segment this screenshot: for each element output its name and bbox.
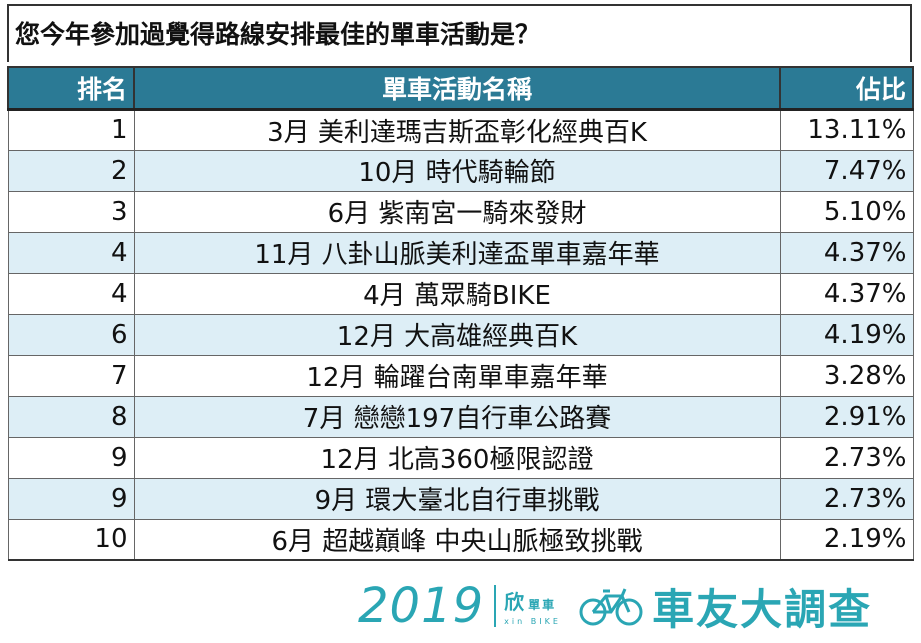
percentage-cell: 7.47% — [779, 149, 914, 192]
activity-name-cell: 6月 超越巔峰 中央山脈極致挑戰 — [133, 518, 781, 561]
column-header-name: 單車活動名稱 — [133, 66, 781, 111]
ranking-table: 排名 單車活動名稱 佔比 1 3月 美利達瑪吉斯盃彰化經典百K 13.11% 2 10月… — [7, 66, 914, 561]
rank-cell: 4 — [7, 231, 135, 274]
column-header-rank: 排名 — [7, 66, 135, 111]
percentage-cell: 2.91% — [779, 395, 914, 438]
rank-cell: 4 — [7, 272, 135, 315]
table-row: 6 12月 大高雄經典百K 4.19% — [7, 313, 914, 356]
brand-logo-word: 單車 — [528, 598, 557, 612]
activity-name-cell: 7月 戀戀197自行車公路賽 — [133, 395, 781, 438]
rank-cell: 8 — [7, 395, 135, 438]
activity-name-cell: 12月 大高雄經典百K — [133, 313, 781, 356]
percentage-cell: 4.37% — [779, 272, 914, 315]
table-row: 9 12月 北高360極限認證 2.73% — [7, 436, 914, 479]
rank-cell: 2 — [7, 149, 135, 192]
table-row: 10 6月 超越巔峰 中央山脈極致挑戰 2.19% — [7, 518, 914, 561]
footer-banner: 2019 欣 單車 xin BIKE 車友大調查 — [358, 576, 908, 636]
activity-name-cell: 3月 美利達瑪吉斯盃彰化經典百K — [133, 108, 781, 151]
activity-name-cell: 12月 北高360極限認證 — [133, 436, 781, 479]
percentage-cell: 2.19% — [779, 518, 914, 561]
table-row: 7 12月 輪躍台南單車嘉年華 3.28% — [7, 354, 914, 397]
rank-cell: 9 — [7, 436, 135, 479]
rank-cell: 10 — [7, 518, 135, 561]
activity-name-cell: 4月 萬眾騎BIKE — [133, 272, 781, 315]
rank-cell: 7 — [7, 354, 135, 397]
percentage-cell: 3.28% — [779, 354, 914, 397]
rank-cell: 6 — [7, 313, 135, 356]
footer-divider — [494, 585, 497, 627]
brand-logo-main: 欣 — [504, 590, 525, 614]
percentage-cell: 2.73% — [779, 436, 914, 479]
rank-cell: 9 — [7, 477, 135, 520]
table-row: 9 9月 環大臺北自行車挑戰 2.73% — [7, 477, 914, 520]
percentage-cell: 2.73% — [779, 477, 914, 520]
activity-name-cell: 6月 紫南宮一騎來發財 — [133, 190, 781, 233]
brand-logo-sub: xin BIKE — [504, 617, 561, 626]
column-header-percentage: 佔比 — [779, 66, 914, 111]
percentage-cell: 4.19% — [779, 313, 914, 356]
activity-name-cell: 12月 輪躍台南單車嘉年華 — [133, 354, 781, 397]
bicycle-icon — [579, 588, 643, 626]
brand-logo: 欣 單車 xin BIKE — [504, 586, 578, 626]
activity-name-cell: 9月 環大臺北自行車挑戰 — [133, 477, 781, 520]
table-row: 3 6月 紫南宮一騎來發財 5.10% — [7, 190, 914, 233]
percentage-cell: 4.37% — [779, 231, 914, 274]
survey-year: 2019 — [358, 578, 485, 634]
percentage-cell: 13.11% — [779, 108, 914, 151]
table-row: 4 4月 萬眾騎BIKE 4.37% — [7, 272, 914, 315]
rank-cell: 1 — [7, 108, 135, 151]
activity-name-cell: 10月 時代騎輪節 — [133, 149, 781, 192]
table-row: 4 11月 八卦山脈美利達盃單車嘉年華 4.37% — [7, 231, 914, 274]
page-title: 您今年參加過覺得路線安排最佳的單車活動是？ — [7, 4, 912, 62]
percentage-cell: 5.10% — [779, 190, 914, 233]
table-row: 8 7月 戀戀197自行車公路賽 2.91% — [7, 395, 914, 438]
rank-cell: 3 — [7, 190, 135, 233]
table-row: 2 10月 時代騎輪節 7.47% — [7, 149, 914, 192]
table-header-row: 排名 單車活動名稱 佔比 — [7, 66, 914, 111]
survey-title: 車友大調查 — [652, 584, 873, 634]
table-row: 1 3月 美利達瑪吉斯盃彰化經典百K 13.11% — [7, 108, 914, 151]
activity-name-cell: 11月 八卦山脈美利達盃單車嘉年華 — [133, 231, 781, 274]
